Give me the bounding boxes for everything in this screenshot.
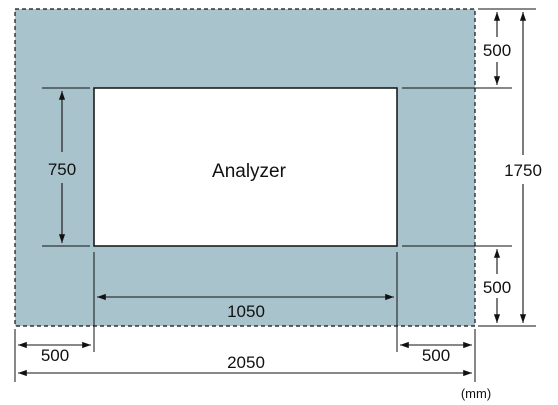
dimension-total-width: 2050 — [227, 353, 265, 372]
dimension-analyzer-width: 1050 — [227, 302, 265, 321]
dimension-right-clearance: 500 — [422, 346, 450, 365]
dimension-top-clearance: 500 — [483, 41, 511, 60]
dimension-left-clearance: 500 — [41, 346, 69, 365]
analyzer-label: Analyzer — [212, 161, 287, 182]
dimension-total-depth: 1750 — [504, 161, 542, 180]
unit-label: (mm) — [461, 386, 491, 401]
dimension-analyzer-depth: 750 — [48, 160, 76, 179]
analyzer-footprint — [93, 87, 398, 247]
dimension-bottom-clearance: 500 — [483, 278, 511, 297]
